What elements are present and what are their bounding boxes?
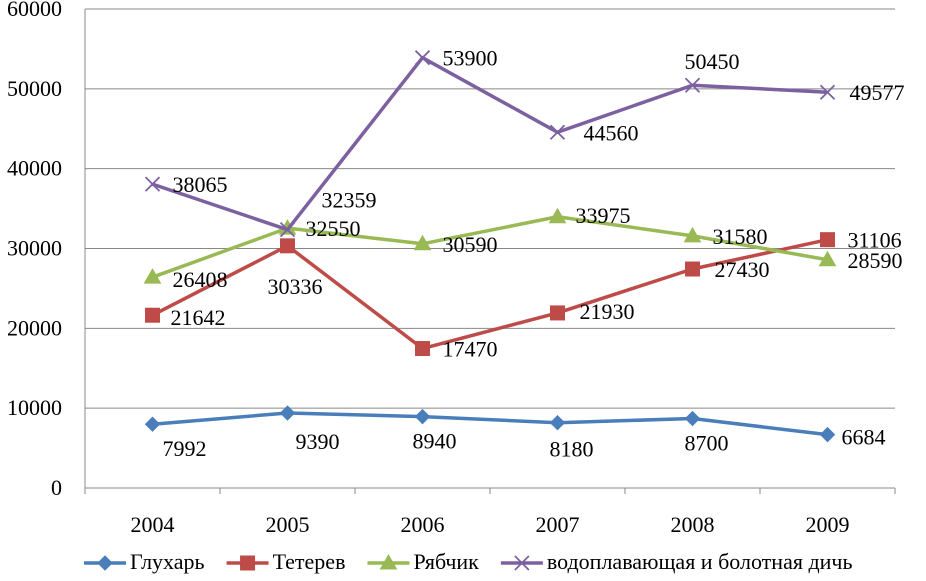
data-label: 8940 xyxy=(413,429,457,454)
y-tick-label: 20000 xyxy=(7,315,62,340)
data-label: 26408 xyxy=(173,267,228,292)
data-label: 33975 xyxy=(576,203,631,228)
data-point xyxy=(685,261,700,277)
x-axis: 2004 2005 2006 2007 2008 2009 xyxy=(84,488,896,537)
data-point xyxy=(684,77,701,93)
data-point xyxy=(414,408,431,425)
data-point xyxy=(819,426,836,443)
data-point-stroke xyxy=(414,50,431,66)
data-point xyxy=(143,268,162,284)
data-point xyxy=(548,207,567,224)
x-tick-label: 2007 xyxy=(536,512,580,537)
legend-label: Глухарь xyxy=(130,549,205,574)
legend-label: водоплавающая и болотная дичь xyxy=(547,549,853,574)
data-point xyxy=(549,414,566,431)
y-tick-label: 40000 xyxy=(7,156,62,181)
x-tick-label: 2004 xyxy=(131,512,175,537)
data-point xyxy=(684,410,701,427)
series-line xyxy=(151,55,828,232)
legend-item: Рябчик xyxy=(367,549,479,574)
data-point-stroke xyxy=(684,77,701,93)
data-point-stroke xyxy=(279,222,296,238)
data-label: 27430 xyxy=(715,257,770,282)
data-label: 50450 xyxy=(685,49,740,74)
data-point xyxy=(549,124,566,140)
data-label: 17470 xyxy=(443,337,498,362)
legend-label: Рябчик xyxy=(413,549,479,574)
data-point xyxy=(414,50,431,66)
series-0: 7992 9390 8940 8180 8700 6684 xyxy=(144,405,886,462)
data-label: 31580 xyxy=(713,224,768,249)
data-point xyxy=(514,555,530,571)
data-label: 21642 xyxy=(171,305,226,330)
data-label: 31106 xyxy=(848,228,902,253)
data-point xyxy=(240,555,256,571)
data-point-stroke xyxy=(549,124,566,140)
y-tick-label: 50000 xyxy=(7,76,62,101)
data-label: 8180 xyxy=(550,437,594,462)
legend-item: Глухарь xyxy=(84,549,205,574)
data-label: 30590 xyxy=(443,232,498,257)
y-tick-label: 0 xyxy=(51,475,62,500)
data-point xyxy=(413,234,432,251)
data-point-stroke xyxy=(144,176,161,192)
data-point-stroke xyxy=(819,84,836,100)
data-point xyxy=(279,222,296,238)
data-label: 38065 xyxy=(173,172,228,197)
legend: Глухарь Тетерев Рябчик водоплавающая и боло… xyxy=(84,549,853,574)
series-line xyxy=(151,215,828,279)
data-label: 44560 xyxy=(584,120,639,145)
data-label: 53900 xyxy=(443,46,498,71)
data-point xyxy=(144,176,161,192)
data-label: 32550 xyxy=(306,216,361,241)
legend-item: Тетерев xyxy=(226,549,346,574)
data-label: 21930 xyxy=(580,299,635,324)
x-tick-label: 2009 xyxy=(806,512,850,537)
data-point xyxy=(280,238,295,254)
y-tick-label: 60000 xyxy=(7,0,62,21)
data-point-stroke xyxy=(514,555,530,571)
series-2: 26408 32550 30590 33975 31580 28590 xyxy=(143,203,903,292)
x-tick-label: 2005 xyxy=(266,512,310,537)
data-label: 6684 xyxy=(842,425,886,450)
series-1: 21642 30336 17470 21930 27430 31106 xyxy=(145,228,902,362)
data-point xyxy=(97,555,113,571)
series-line xyxy=(152,411,828,437)
data-point xyxy=(145,307,160,323)
legend-item: водоплавающая и болотная дичь xyxy=(500,549,853,574)
legend-label: Тетерев xyxy=(273,549,346,574)
data-label: 28590 xyxy=(848,248,903,273)
data-point xyxy=(820,232,835,248)
data-point xyxy=(144,416,161,432)
data-point xyxy=(819,84,836,100)
data-point xyxy=(550,305,565,321)
y-axis: 0 10000 20000 30000 40000 50000 60000 xyxy=(7,0,62,500)
x-tick-label: 2008 xyxy=(671,512,715,537)
x-tick-label: 2006 xyxy=(401,512,445,537)
data-point xyxy=(379,553,398,570)
y-tick-label: 30000 xyxy=(7,236,62,261)
data-point xyxy=(279,405,296,421)
gridlines xyxy=(85,8,895,489)
data-label: 8700 xyxy=(685,431,729,456)
data-label: 7992 xyxy=(163,436,207,461)
data-label: 49577 xyxy=(850,80,905,105)
data-point xyxy=(818,250,837,267)
y-tick-label: 10000 xyxy=(7,395,62,420)
data-point xyxy=(683,226,702,243)
series-line xyxy=(151,237,828,351)
data-point xyxy=(415,341,430,357)
data-label: 32359 xyxy=(322,188,377,213)
series-3: 38065 32359 53900 44560 50450 49577 xyxy=(144,46,905,238)
data-label: 30336 xyxy=(268,274,323,299)
data-label: 9390 xyxy=(296,429,340,454)
